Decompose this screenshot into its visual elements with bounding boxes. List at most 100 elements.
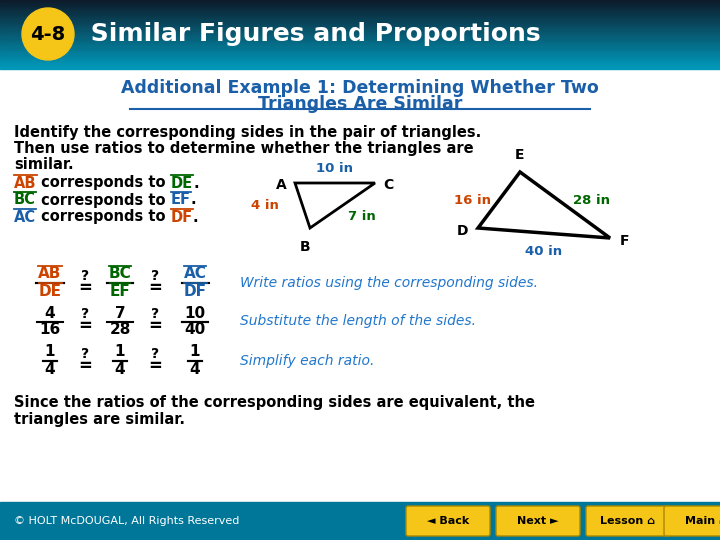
Bar <box>0 33 720 35</box>
Text: D: D <box>456 224 468 238</box>
Bar <box>0 12 720 14</box>
Bar <box>0 48 720 49</box>
Bar <box>0 50 720 51</box>
Text: ?: ? <box>81 347 89 361</box>
Bar <box>0 61 720 63</box>
Text: DF: DF <box>184 284 207 299</box>
Bar <box>0 60 720 62</box>
Text: AC: AC <box>184 267 207 281</box>
Bar <box>0 14 720 15</box>
Text: E: E <box>516 148 525 162</box>
Bar <box>0 49 720 50</box>
Text: corresponds to: corresponds to <box>36 210 171 225</box>
Bar <box>0 10 720 12</box>
Text: Substitute the length of the sides.: Substitute the length of the sides. <box>240 314 476 328</box>
Text: =: = <box>78 356 92 375</box>
Bar <box>0 62 720 64</box>
FancyBboxPatch shape <box>406 506 490 536</box>
Bar <box>0 36 720 38</box>
Text: F: F <box>620 234 629 248</box>
Bar <box>0 17 720 19</box>
Bar <box>0 37 720 39</box>
Bar <box>0 56 720 57</box>
Text: 4 in: 4 in <box>251 199 279 212</box>
Bar <box>0 55 720 56</box>
Text: EF: EF <box>109 284 130 299</box>
Text: triangles are similar.: triangles are similar. <box>14 412 185 427</box>
Text: 7 in: 7 in <box>348 211 375 224</box>
Bar <box>0 44 720 46</box>
Bar <box>0 21 720 22</box>
Bar <box>0 27 720 29</box>
Bar <box>0 4 720 6</box>
Bar <box>0 66 720 68</box>
Text: 16: 16 <box>40 322 60 338</box>
Text: © HOLT McDOUGAL, All Rights Reserved: © HOLT McDOUGAL, All Rights Reserved <box>14 516 239 526</box>
Text: .: . <box>191 192 196 207</box>
Text: DE: DE <box>38 284 61 299</box>
Text: Similar Figures and Proportions: Similar Figures and Proportions <box>82 22 541 46</box>
Text: 40 in: 40 in <box>526 245 562 258</box>
Text: EF: EF <box>171 192 191 207</box>
Text: similar.: similar. <box>14 157 73 172</box>
Text: Triangles Are Similar: Triangles Are Similar <box>258 95 462 113</box>
Text: B: B <box>300 240 310 254</box>
FancyBboxPatch shape <box>664 506 720 536</box>
Text: Since the ratios of the corresponding sides are equivalent, the: Since the ratios of the corresponding si… <box>14 395 535 410</box>
Bar <box>0 52 720 54</box>
Bar <box>0 18 720 20</box>
Text: BC: BC <box>14 192 36 207</box>
Bar <box>0 19 720 21</box>
Bar <box>0 24 720 25</box>
Text: Additional Example 1: Determining Whether Two: Additional Example 1: Determining Whethe… <box>121 79 599 97</box>
Bar <box>0 65 720 66</box>
Text: AC: AC <box>14 210 36 225</box>
Text: 16 in: 16 in <box>454 193 491 206</box>
Bar <box>0 28 720 30</box>
Text: ?: ? <box>151 268 159 282</box>
Bar <box>0 57 720 58</box>
Text: =: = <box>148 318 162 335</box>
FancyBboxPatch shape <box>496 506 580 536</box>
Text: ?: ? <box>151 307 159 321</box>
Bar <box>0 16 720 17</box>
Text: 1: 1 <box>114 345 125 360</box>
Text: Identify the corresponding sides in the pair of triangles.: Identify the corresponding sides in the … <box>14 125 481 140</box>
Bar <box>0 1 720 3</box>
Text: =: = <box>78 279 92 296</box>
Text: ?: ? <box>151 347 159 361</box>
Bar <box>0 34 720 36</box>
Bar <box>0 38 720 40</box>
Text: ?: ? <box>81 268 89 282</box>
Bar <box>0 51 720 52</box>
Bar <box>0 64 720 65</box>
Bar <box>0 35 720 37</box>
Bar <box>0 2 720 4</box>
Bar <box>0 53 720 55</box>
Text: DF: DF <box>171 210 193 225</box>
Bar <box>0 59 720 60</box>
Bar <box>0 45 720 47</box>
Text: DE: DE <box>171 176 193 191</box>
Bar <box>0 0 720 2</box>
Bar <box>0 11 720 13</box>
Text: A: A <box>276 178 287 192</box>
Text: 4: 4 <box>45 361 55 376</box>
Text: Next ►: Next ► <box>517 516 559 526</box>
Bar <box>0 32 720 33</box>
Text: 10: 10 <box>184 306 206 321</box>
Bar <box>0 9 720 11</box>
Text: 40: 40 <box>184 322 206 338</box>
Text: 1: 1 <box>190 345 200 360</box>
Text: .: . <box>193 176 199 191</box>
Text: C: C <box>383 178 393 192</box>
Text: corresponds to: corresponds to <box>36 192 171 207</box>
Bar <box>0 39 720 41</box>
Bar <box>0 30 720 31</box>
Bar <box>0 26 720 28</box>
Text: 1: 1 <box>45 345 55 360</box>
Text: AB: AB <box>14 176 37 191</box>
Text: 4: 4 <box>189 361 200 376</box>
Text: Main ⌂: Main ⌂ <box>685 516 720 526</box>
Bar <box>0 41 720 43</box>
